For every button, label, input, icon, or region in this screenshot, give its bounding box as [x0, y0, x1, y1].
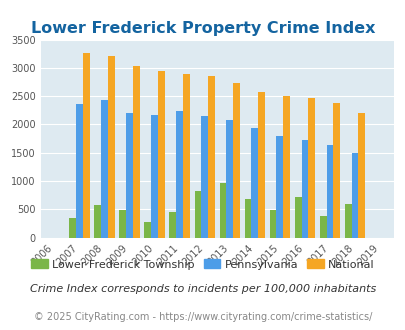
Bar — [176, 112, 183, 238]
Bar — [101, 100, 108, 238]
Bar — [232, 83, 239, 238]
Bar — [226, 120, 232, 238]
Bar — [169, 213, 176, 238]
Bar — [183, 74, 189, 238]
Bar — [201, 116, 207, 238]
Bar — [194, 191, 201, 238]
Bar — [333, 103, 339, 238]
Bar — [258, 92, 264, 238]
Bar — [294, 197, 301, 238]
Bar — [108, 56, 114, 238]
Bar — [207, 76, 214, 238]
Bar — [269, 210, 276, 238]
Bar — [244, 199, 251, 238]
Text: Lower Frederick Property Crime Index: Lower Frederick Property Crime Index — [31, 21, 374, 36]
Bar — [344, 204, 351, 238]
Bar — [301, 140, 307, 238]
Bar — [283, 96, 289, 238]
Bar — [83, 53, 90, 238]
Bar — [358, 113, 364, 238]
Bar — [132, 66, 139, 238]
Bar — [251, 128, 258, 238]
Bar — [119, 210, 126, 238]
Bar — [219, 183, 226, 238]
Bar — [158, 71, 164, 238]
Text: © 2025 CityRating.com - https://www.cityrating.com/crime-statistics/: © 2025 CityRating.com - https://www.city… — [34, 312, 371, 322]
Bar — [326, 145, 333, 238]
Bar — [151, 115, 158, 238]
Bar — [351, 153, 358, 238]
Legend: Lower Frederick Township, Pennsylvania, National: Lower Frederick Township, Pennsylvania, … — [27, 255, 378, 274]
Bar — [319, 216, 326, 238]
Bar — [126, 113, 132, 238]
Bar — [76, 104, 83, 238]
Text: Crime Index corresponds to incidents per 100,000 inhabitants: Crime Index corresponds to incidents per… — [30, 284, 375, 294]
Bar — [94, 205, 101, 238]
Bar — [276, 136, 283, 238]
Bar — [307, 98, 314, 238]
Bar — [69, 218, 76, 238]
Bar — [144, 222, 151, 238]
